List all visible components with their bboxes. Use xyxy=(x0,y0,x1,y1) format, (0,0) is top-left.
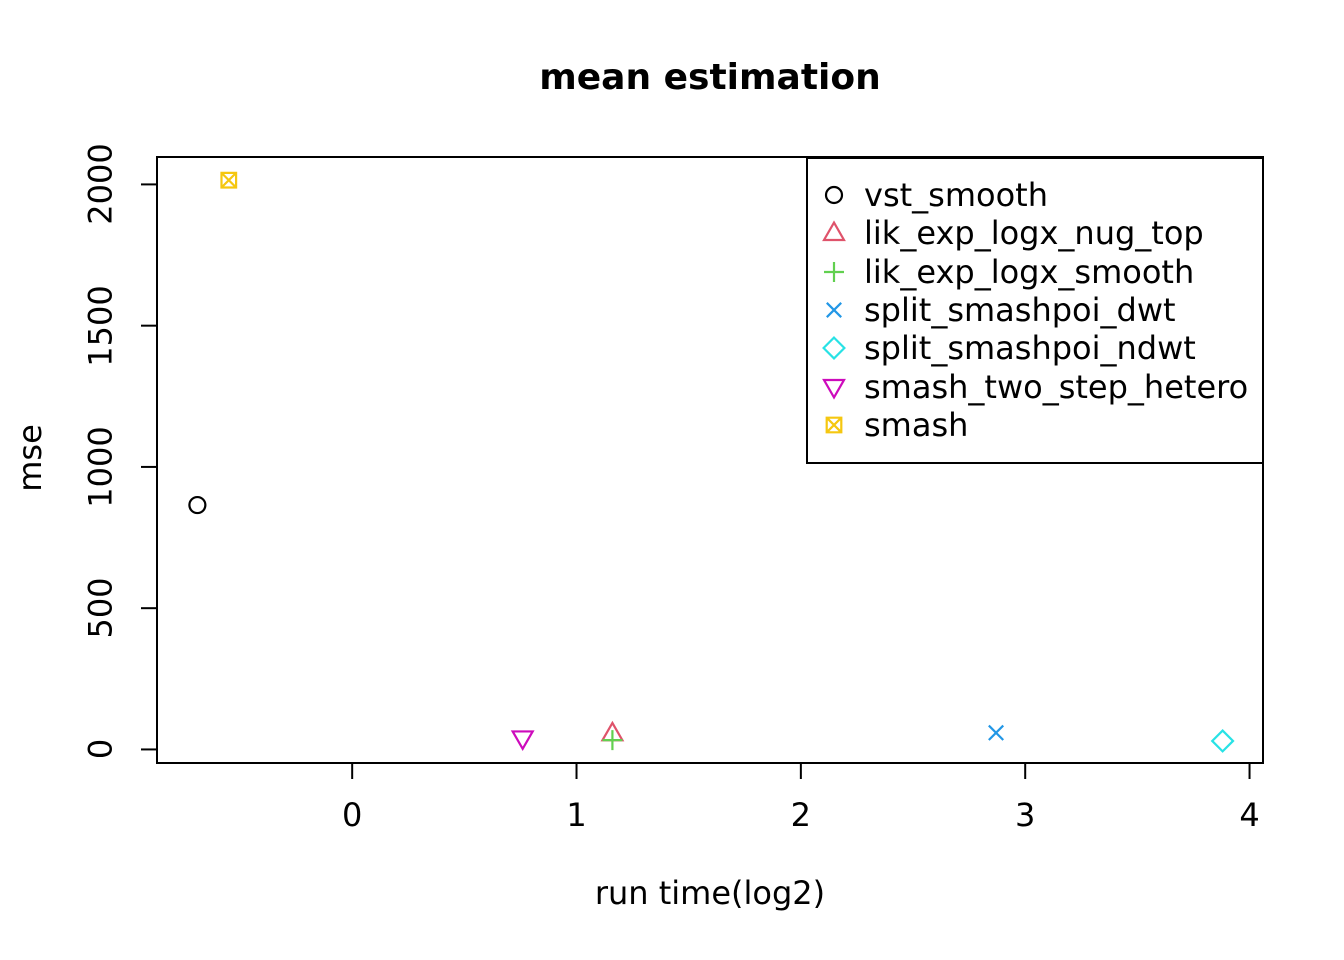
legend-item-vst_smooth: vst_smooth xyxy=(808,176,1262,214)
data-point-vst_smooth xyxy=(188,495,207,515)
triangle-down-glyph xyxy=(822,378,846,400)
legend-item-lik_exp_logx_nug_top: lik_exp_logx_nug_top xyxy=(808,214,1262,252)
x-tick-label: 4 xyxy=(1239,796,1260,834)
legend-item-label: smash xyxy=(864,405,969,444)
legend-item-label: smash_two_step_hetero xyxy=(864,367,1249,406)
legend-item-split_smashpoi_ndwt: split_smashpoi_ndwt xyxy=(808,329,1262,367)
x-marker-icon xyxy=(826,302,842,319)
y-tick-label: 2000 xyxy=(81,143,120,226)
diamond-glyph xyxy=(822,336,846,361)
circle-marker-icon xyxy=(824,186,844,205)
x-glyph xyxy=(826,302,842,319)
data-point-split_smashpoi_dwt xyxy=(988,724,1005,741)
diamond-marker-icon xyxy=(822,336,846,361)
data-point-split_smashpoi_ndwt xyxy=(1210,729,1235,753)
y-tick-label: 1000 xyxy=(81,426,120,508)
data-point-smash xyxy=(220,171,238,189)
triangle-up-glyph xyxy=(822,220,846,242)
chart-title: mean estimation xyxy=(539,57,881,98)
x-tick-label: 2 xyxy=(790,796,812,834)
legend-item-split_smashpoi_dwt: split_smashpoi_dwt xyxy=(808,291,1262,329)
legend-item-smash_two_step_hetero: smash_two_step_hetero xyxy=(808,367,1262,405)
legend-item-label: split_smashpoi_ndwt xyxy=(864,329,1196,368)
data-point-smash_two_step_hetero xyxy=(510,730,535,752)
legend-item-label: lik_exp_logx_smooth xyxy=(864,252,1195,291)
y-tick-label: 0 xyxy=(81,739,120,760)
y-tick-label: 500 xyxy=(81,577,120,639)
triangle-up-marker-icon xyxy=(822,220,846,242)
x-tick-label: 3 xyxy=(1015,796,1036,834)
x-axis-label: run time(log2) xyxy=(594,874,826,912)
legend-item-smash: smash xyxy=(808,406,1262,444)
legend-item-lik_exp_logx_smooth: lik_exp_logx_smooth xyxy=(808,253,1262,291)
square-x-marker-icon xyxy=(825,416,843,434)
legend: vst_smooth lik_exp_logx_nug_top lik_exp_lo… xyxy=(806,157,1264,464)
circle-glyph xyxy=(824,186,844,205)
x-tick-label: 1 xyxy=(566,796,587,834)
square-x-glyph xyxy=(825,416,843,434)
y-tick-label: 1500 xyxy=(81,284,120,367)
plus-glyph xyxy=(824,261,844,282)
y-axis-label: mse xyxy=(11,424,49,492)
legend-item-label: vst_smooth xyxy=(864,176,1048,215)
data-point-lik_exp_logx_smooth xyxy=(602,730,623,751)
x-tick-label: 0 xyxy=(341,796,363,834)
plus-marker-icon xyxy=(824,261,844,282)
triangle-down-marker-icon xyxy=(822,378,846,400)
legend-item-label: lik_exp_logx_nug_top xyxy=(864,214,1204,253)
legend-item-label: split_smashpoi_dwt xyxy=(864,291,1176,330)
